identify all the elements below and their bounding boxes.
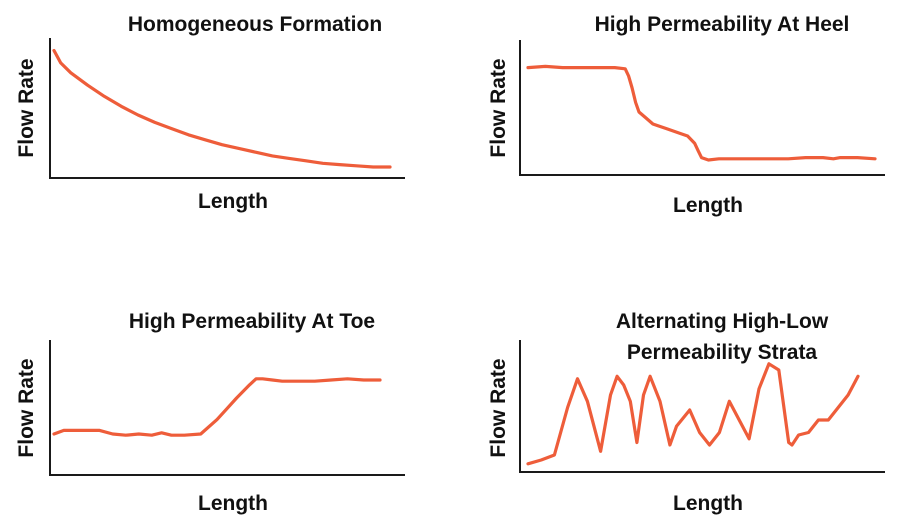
chart-3-flow-rate-line — [52, 377, 382, 437]
chart-1-flow-rate-line — [52, 48, 392, 169]
chart-2-title-line-1: High Permeability At Heel — [595, 13, 850, 36]
chart-4-title-line-2: Permeability Strata — [627, 341, 818, 364]
chart-3-title-line-1: High Permeability At Toe — [129, 310, 375, 333]
chart-3-axes — [49, 340, 405, 476]
chart-4-x-axis-label: Length — [673, 492, 743, 515]
chart-4-y-axis-label: Flow Rate — [487, 358, 510, 457]
chart-2-flow-rate-line — [526, 64, 877, 162]
chart-1-axes — [49, 38, 405, 179]
chart-4-axes — [519, 340, 885, 473]
chart-4-title-line-1: Alternating High-Low — [616, 310, 829, 333]
chart-1-x-axis-label: Length — [198, 190, 268, 213]
chart-4-flow-rate-line — [526, 362, 860, 466]
chart-3-y-axis-label: Flow Rate — [15, 358, 38, 457]
chart-1-y-axis-label: Flow Rate — [15, 58, 38, 157]
chart-2-axes — [519, 40, 885, 176]
chart-1-title-line-1: Homogeneous Formation — [128, 13, 382, 36]
chart-3-x-axis-label: Length — [198, 492, 268, 515]
chart-2-y-axis-label: Flow Rate — [487, 58, 510, 157]
chart-2-x-axis-label: Length — [673, 194, 743, 217]
